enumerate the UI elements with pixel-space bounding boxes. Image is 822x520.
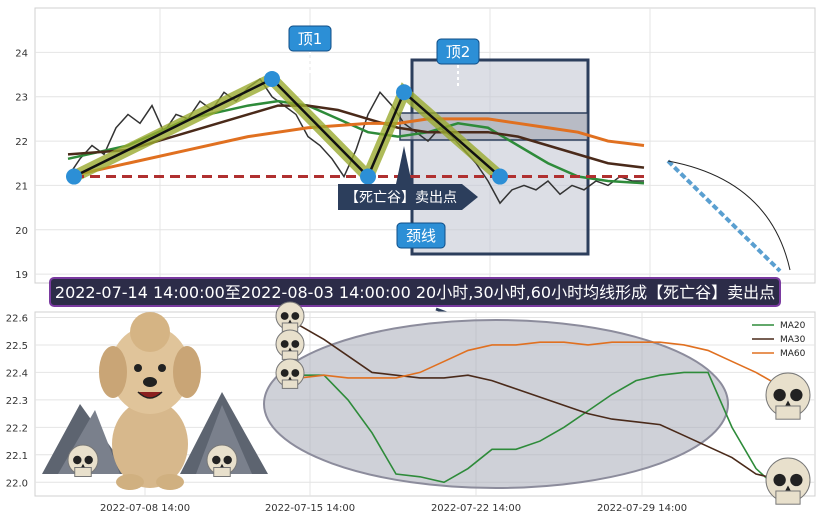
- skull-icon: [765, 457, 811, 505]
- upper-y-ticks: 19 20 21 22 23 24: [15, 48, 28, 281]
- upper-series-ma30: [67, 104, 645, 169]
- legend: MA20 MA30 MA60: [752, 321, 806, 359]
- lower-series-ma60: [299, 341, 781, 387]
- lower-series-ma20: [300, 371, 781, 492]
- signal-arrow: 【死亡谷】卖出点: [338, 146, 478, 210]
- skull-icon: [765, 372, 811, 420]
- signal-label: 【死亡谷】卖出点: [345, 190, 457, 206]
- lower-x-tick-label: 2022-07-15 14:00: [265, 503, 355, 514]
- upper-chart: 19 20 21 22 23 24 顶1 顶2 颈线 【死亡谷】卖出点: [15, 7, 816, 284]
- lower-x-ticks: 2022-07-08 14:00 2022-07-15 14:00 2022-07-…: [100, 503, 687, 514]
- lower-y-tick-label: 22.0: [6, 478, 28, 489]
- top1-badge: 顶1: [288, 25, 332, 52]
- upper-y-tick-label: 19: [15, 270, 28, 281]
- analysis-box: [410, 58, 590, 256]
- upper-y-tick-label: 21: [15, 181, 28, 192]
- pattern-marker-point: [66, 168, 82, 185]
- upper-series-ma20: [67, 99, 645, 185]
- lower-y-tick-label: 22.1: [6, 451, 28, 462]
- lower-series: [299, 325, 781, 492]
- upper-y-tick-label: 20: [15, 226, 28, 237]
- skull-decorations: [67, 301, 811, 505]
- pattern-marker-point: [264, 70, 280, 87]
- lower-series-ma30: [299, 325, 781, 481]
- pattern-marker-point: [396, 84, 412, 101]
- neckline-badge: 颈线: [396, 222, 446, 249]
- legend-label: MA30: [780, 335, 806, 345]
- pattern-marker-point: [492, 168, 508, 185]
- top2-label: 顶2: [446, 43, 471, 61]
- lower-y-tick-label: 22.5: [6, 341, 28, 352]
- top1-label: 顶1: [298, 30, 323, 48]
- poodle-illustration: [99, 312, 201, 490]
- pattern-markers: [66, 70, 508, 185]
- skull-icon: [67, 444, 99, 477]
- lower-y-tick-label: 22.3: [6, 396, 28, 407]
- lower-y-tick-label: 22.2: [6, 423, 28, 434]
- upper-y-tick-label: 23: [15, 93, 28, 104]
- lower-y-ticks: 22.0 22.1 22.2 22.3 22.4 22.5 22.6: [6, 313, 28, 489]
- lower-x-tick-label: 2022-07-08 14:00: [100, 503, 190, 514]
- neckline-label: 颈线: [406, 227, 436, 245]
- upper-grid: [35, 8, 815, 283]
- legend-label: MA20: [780, 321, 806, 331]
- lower-x-tick-label: 2022-07-22 14:00: [431, 503, 521, 514]
- upper-y-tick-label: 24: [15, 48, 28, 59]
- legend-label: MA60: [780, 349, 806, 359]
- upper-y-tick-label: 22: [15, 137, 28, 148]
- skull-icon: [275, 358, 305, 389]
- top2-badge: 顶2: [436, 38, 480, 65]
- projection-arc: [667, 160, 791, 271]
- pattern-marker-point: [360, 168, 376, 185]
- banner-text: 2022-07-14 14:00:00至2022-08-03 14:00:00 …: [55, 283, 775, 302]
- lower-x-tick-label: 2022-07-29 14:00: [597, 503, 687, 514]
- lower-y-tick-label: 22.6: [6, 313, 28, 324]
- projection-line: [666, 159, 782, 273]
- lower-y-tick-label: 22.4: [6, 368, 28, 379]
- skull-icon: [206, 444, 238, 477]
- title-banner: 2022-07-14 14:00:00至2022-08-03 14:00:00 …: [49, 277, 781, 307]
